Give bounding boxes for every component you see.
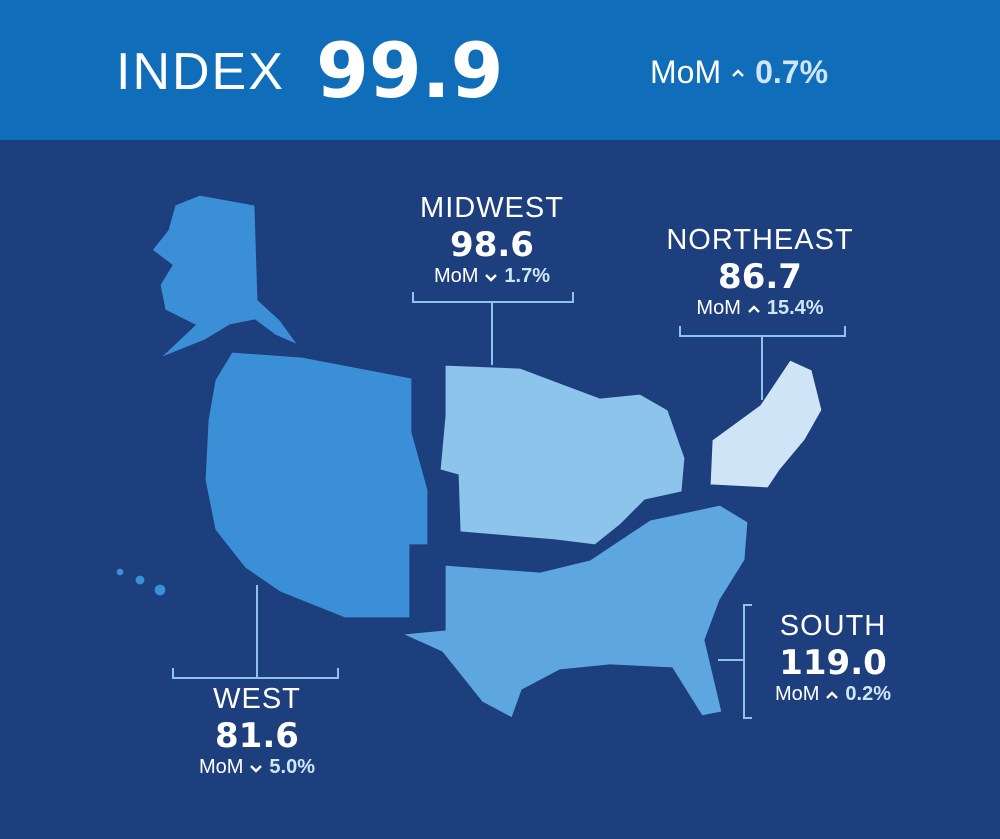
west-bracket [172, 585, 339, 679]
region-value: 86.7 [718, 257, 802, 297]
mom-label: MoM [696, 297, 741, 319]
mom-change: 5.0% [269, 756, 316, 778]
chevron [250, 764, 263, 773]
region-name: NORTHEAST [666, 224, 854, 256]
mom-label: MoM [433, 265, 479, 287]
hawaii [134, 574, 146, 586]
midwest-region [439, 364, 686, 546]
south-bracket [718, 604, 752, 719]
mom-label: MoM [774, 683, 820, 705]
mom-change: 0.7% [755, 54, 829, 90]
midwest-bracket [412, 292, 574, 365]
west-region [204, 351, 429, 619]
region-mom: MoM 15.4% [640, 297, 880, 320]
region-mom: MoM 1.7% [372, 265, 612, 288]
region-label: NORTHEAST 86.7 MoM 15.4% [640, 224, 880, 320]
hawaii [153, 583, 167, 597]
mom-change: 15.4% [766, 297, 824, 319]
mom-change: 0.2% [845, 683, 892, 705]
index-label: INDEX [116, 43, 285, 101]
region-label: WEST 81.6 MoM 5.0% [137, 683, 377, 779]
region-label: MIDWEST 98.6 MoM 1.7% [372, 192, 612, 288]
index-mom: MoM 0.7% [650, 54, 828, 91]
chevron [748, 304, 760, 313]
chevron-stroke [826, 690, 839, 699]
region-value: 119.0 [779, 643, 887, 683]
region-name: WEST [213, 683, 301, 715]
chevron-stroke [748, 304, 760, 313]
chevron [732, 68, 744, 77]
hawaii [115, 567, 125, 577]
chevron [485, 273, 498, 282]
northeast-bracket [679, 326, 846, 400]
header: INDEX 99.9 MoM 0.7% [0, 0, 1000, 140]
mom-label: MoM [198, 756, 244, 778]
region-label: SOUTH 119.0 MoM 0.2% [713, 610, 953, 706]
alaska [151, 194, 300, 359]
chevron-stroke [732, 68, 744, 77]
region-mom: MoM 5.0% [137, 756, 377, 779]
chevron [826, 690, 839, 699]
mom-label: MoM [650, 54, 722, 90]
south-region [399, 504, 749, 719]
index-value: 99.9 [316, 26, 504, 115]
region-value: 81.6 [215, 716, 299, 756]
region-name: SOUTH [779, 610, 887, 642]
chevron-stroke [250, 764, 263, 773]
mom-change: 1.7% [504, 265, 551, 287]
chevron-stroke [485, 273, 498, 282]
region-value: 98.6 [450, 225, 534, 265]
region-name: MIDWEST [420, 192, 564, 224]
region-mom: MoM 0.2% [713, 683, 953, 706]
northeast-region [709, 359, 823, 489]
